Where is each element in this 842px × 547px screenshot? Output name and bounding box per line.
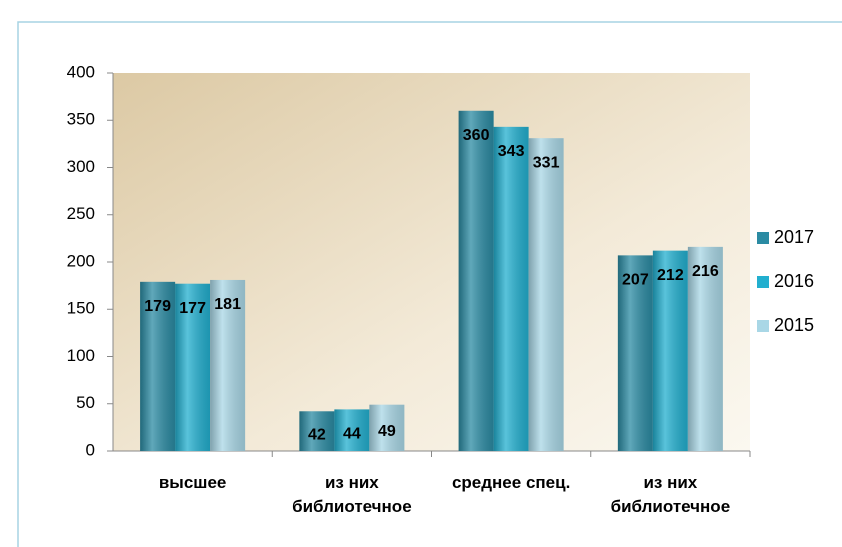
bar-shade xyxy=(210,279,246,451)
y-tick-label: 50 xyxy=(76,393,95,412)
y-tick-label: 200 xyxy=(67,251,95,270)
bar-shade xyxy=(617,255,653,451)
legend-swatch xyxy=(757,320,769,332)
data-label: 343 xyxy=(498,143,525,160)
x-tick-label: из них библиотечное xyxy=(610,473,731,516)
legend-label: 2015 xyxy=(774,315,814,335)
legend-swatch xyxy=(757,276,769,288)
bar-shade xyxy=(652,250,688,451)
y-tick-label: 400 xyxy=(67,62,95,81)
y-tick-label: 100 xyxy=(67,346,95,365)
legend-label: 2016 xyxy=(774,271,814,291)
data-label: 44 xyxy=(343,425,361,442)
y-tick-label: 250 xyxy=(67,204,95,223)
bar-shade xyxy=(528,138,564,451)
bar-shade xyxy=(140,281,176,451)
bar-shade xyxy=(458,110,494,452)
bar-shade xyxy=(687,246,723,451)
data-label: 49 xyxy=(378,423,396,440)
data-label: 42 xyxy=(308,426,326,443)
data-label: 331 xyxy=(533,154,560,171)
x-tick-label: высшее xyxy=(158,473,227,492)
data-label: 212 xyxy=(657,267,684,284)
data-label: 360 xyxy=(463,127,490,144)
bar-shade xyxy=(175,283,211,451)
y-tick-label: 0 xyxy=(86,440,95,459)
y-tick-label: 350 xyxy=(67,110,95,129)
x-tick-label: среднее спец. xyxy=(451,473,571,492)
x-tick-label: из них библиотечное xyxy=(292,473,412,516)
legend-label: 2017 xyxy=(774,227,814,247)
y-tick-label: 150 xyxy=(67,299,95,318)
data-label: 181 xyxy=(214,296,241,313)
bar-shade xyxy=(334,409,370,451)
legend-swatch xyxy=(757,232,769,244)
data-label: 177 xyxy=(179,300,206,317)
y-tick-label: 300 xyxy=(67,157,95,176)
bar-shade xyxy=(299,411,335,451)
bar-shade xyxy=(369,404,405,451)
data-label: 207 xyxy=(622,272,649,289)
data-label: 179 xyxy=(144,298,171,315)
bar-shade xyxy=(493,126,529,452)
data-label: 216 xyxy=(692,263,719,280)
